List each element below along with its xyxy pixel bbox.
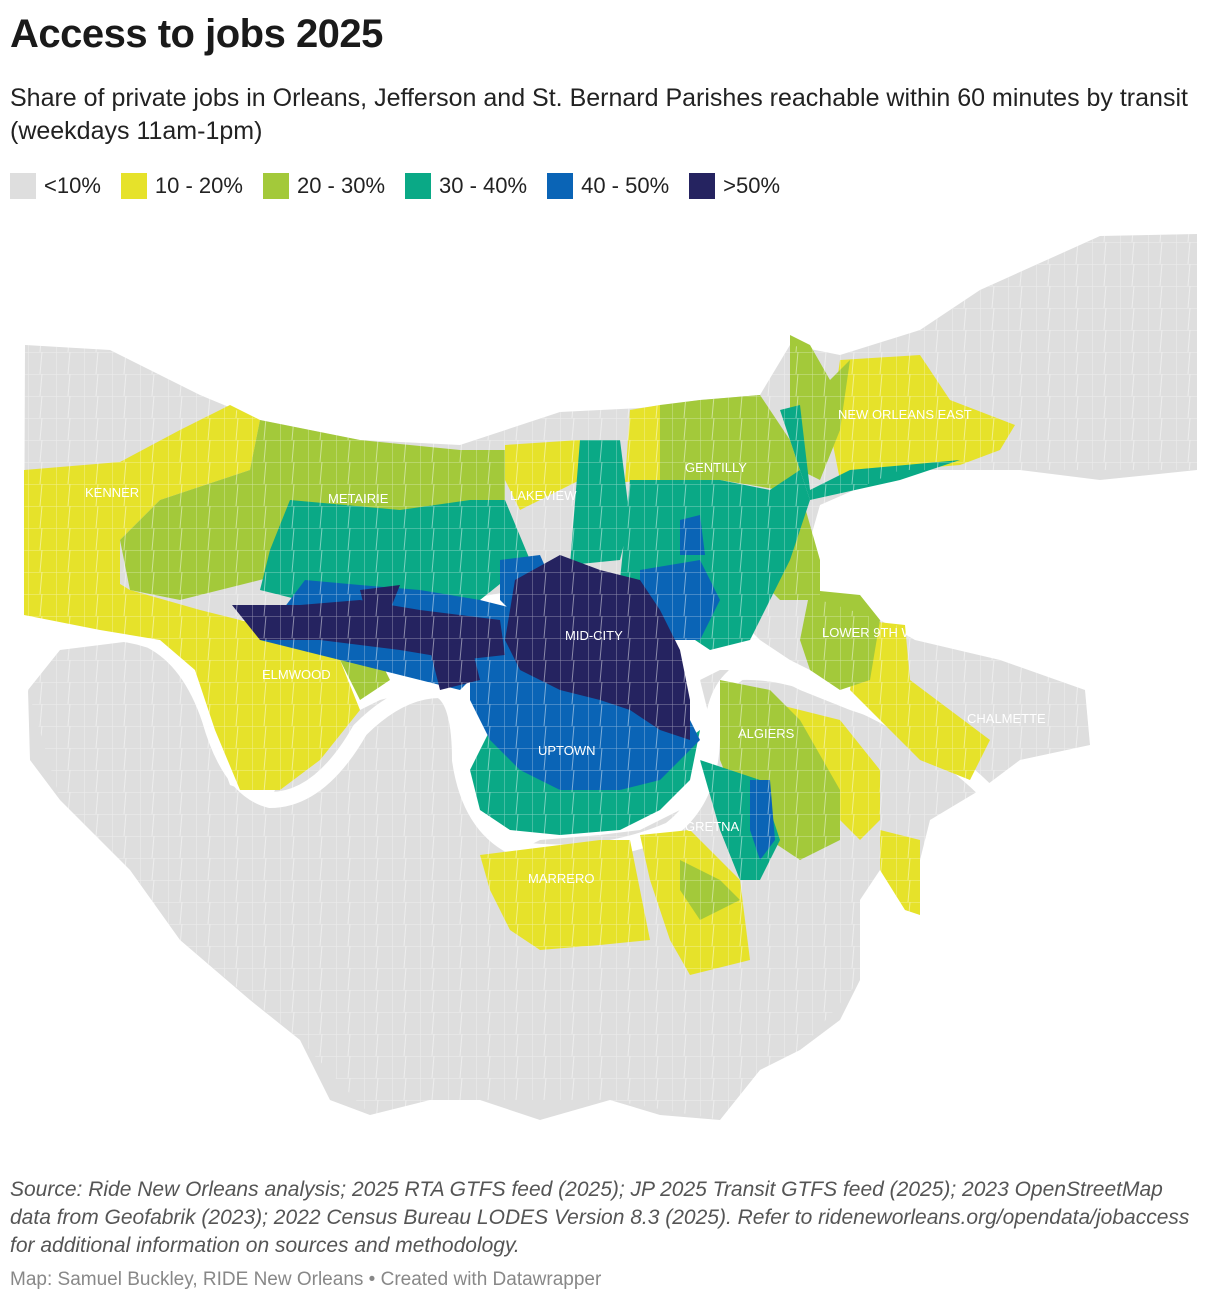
legend-item: 30 - 40% [405,173,527,199]
legend-label: 30 - 40% [439,173,528,198]
legend-swatch [262,173,289,199]
legend: <10% 10 - 20% 20 - 30% 30 - 40% 40 - 50%… [10,173,800,199]
neighborhood-labels: KENNER METAIRIE LAKEVIEW GENTILLY NEW OR… [85,407,1046,886]
legend-item: 20 - 30% [262,173,386,199]
label-gentilly: GENTILLY [685,460,747,475]
legend-item: >50% [689,173,780,199]
chart-title: Access to jobs 2025 [10,12,383,56]
legend-swatch [120,173,147,199]
label-mid-city: MID-CITY [565,628,623,643]
legend-label: 40 - 50% [581,173,670,198]
label-elmwood: ELMWOOD [262,667,331,682]
source-note: Source: Ride New Orleans analysis; 2025 … [10,1178,1190,1257]
tract-boundaries [24,234,1197,1120]
label-lakeview: LAKEVIEW [510,488,577,503]
label-gretna: GRETNA [685,819,740,834]
legend-label: >50% [723,173,781,198]
legend-label: 20 - 30% [296,173,386,198]
label-lower-9th-ward: LOWER 9TH WARD [822,625,941,640]
legend-label: 10 - 20% [154,173,243,198]
legend-item: <10% [10,173,101,199]
label-new-orleans-east: NEW ORLEANS EAST [838,407,972,422]
label-lower-9th-ward-line: LOWER 9TH WARD [822,625,941,640]
label-kenner: KENNER [85,485,139,500]
legend-swatch [689,173,716,199]
label-algiers: ALGIERS [738,726,795,741]
label-uptown: UPTOWN [538,743,596,758]
choropleth-map[interactable]: KENNER METAIRIE LAKEVIEW GENTILLY NEW OR… [0,220,1220,1150]
label-new-orleans-east-line: NEW ORLEANS EAST [838,407,972,422]
legend-label: <10% [44,173,101,198]
chart-subtitle: Share of private jobs in Orleans, Jeffer… [10,84,1188,145]
label-metairie: METAIRIE [328,491,389,506]
legend-item: 10 - 20% [120,173,243,199]
legend-swatch [547,173,574,199]
legend-swatch [405,173,432,199]
byline: Map: Samuel Buckley, RIDE New Orleans • … [10,1269,602,1290]
legend-item: 40 - 50% [547,173,669,199]
legend-swatch [10,173,36,199]
label-chalmette: CHALMETTE [967,711,1046,726]
label-marrero: MARRERO [528,871,594,886]
